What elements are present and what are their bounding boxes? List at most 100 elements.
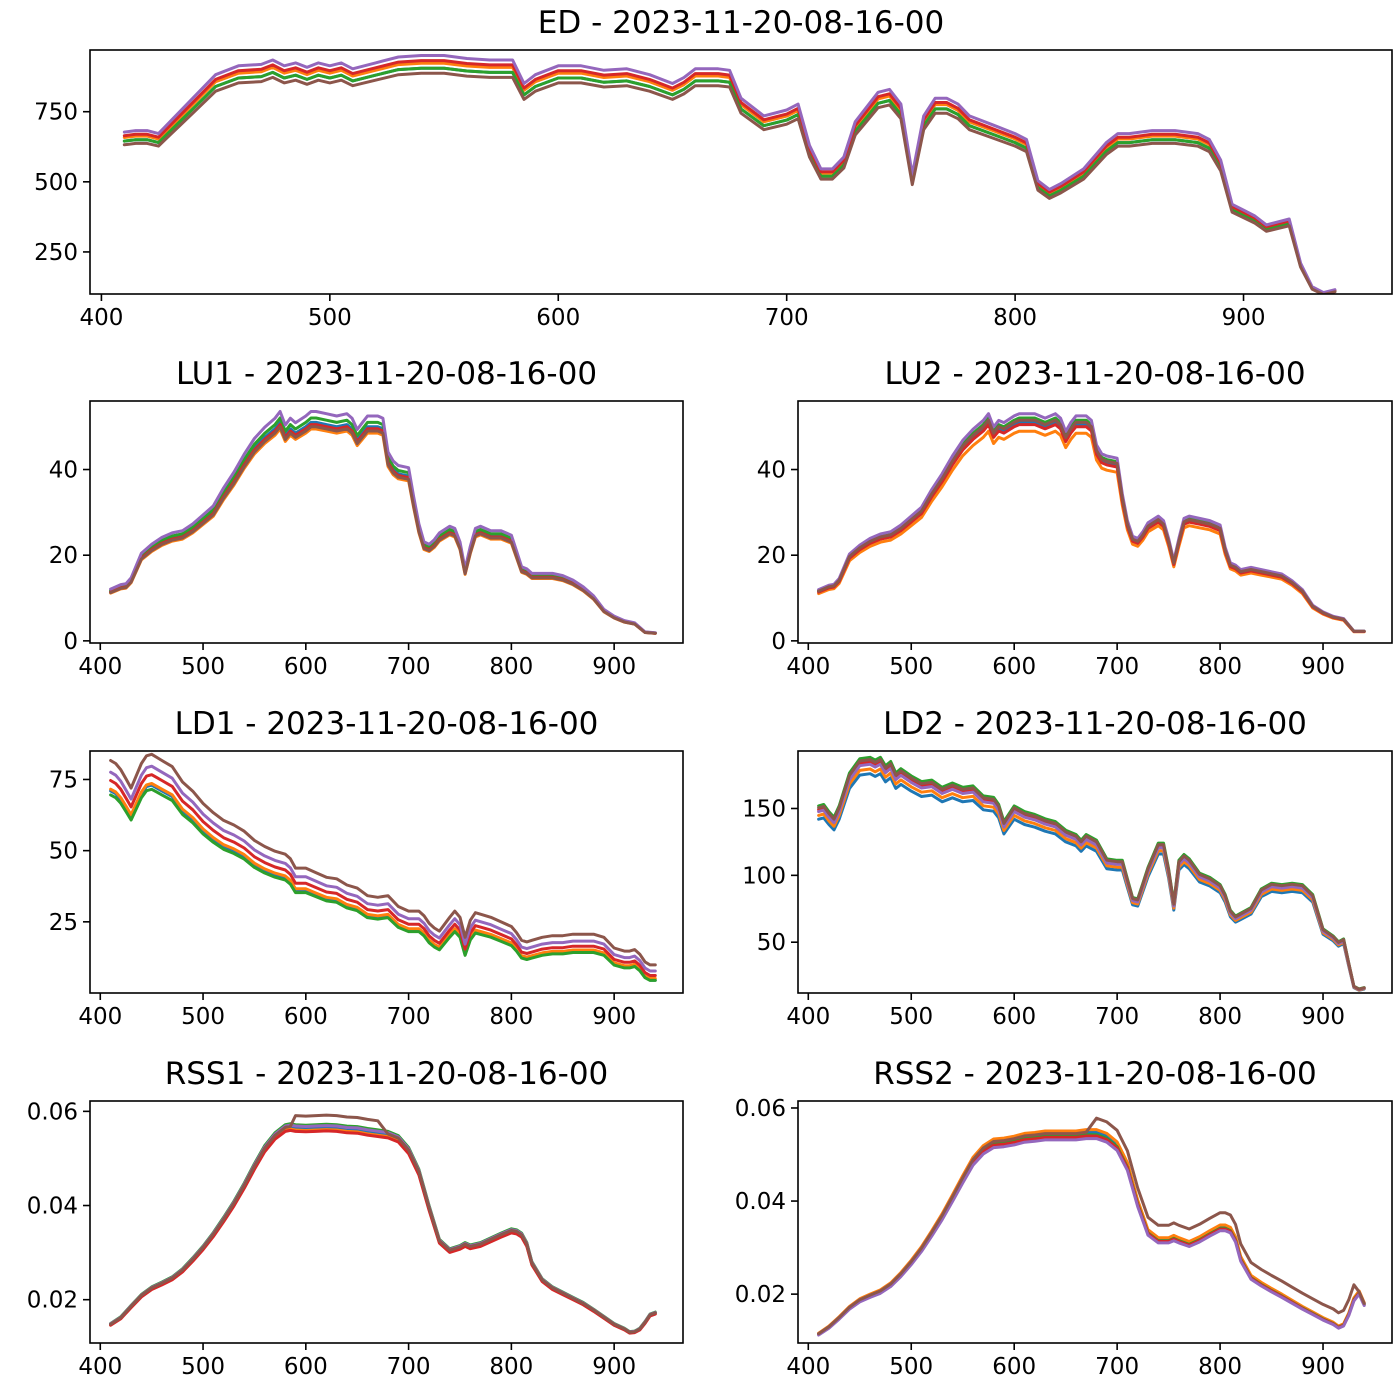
x-tick-label-lu1: 400 [78,654,122,680]
axes-frame-lu1 [89,400,684,644]
series-group-lu1 [109,410,657,635]
series-line-rss1-2 [109,1127,657,1335]
series-line-ld2-2 [817,767,1366,992]
axes-frame-ld1 [89,750,684,994]
series-group-rss2 [817,1116,1366,1337]
x-tick-label-ld1: 900 [592,1004,636,1030]
x-tick-label-ld1: 800 [489,1004,533,1030]
series-line-ld2-3 [817,755,1366,991]
x-tick-label-lu1: 500 [181,654,225,680]
axes-frame-ed [89,49,1393,295]
x-tick-label-lu1: 900 [592,654,636,680]
x-tick-label-rss2: 800 [1198,1354,1242,1380]
x-tick-label-ld1: 700 [387,1004,431,1030]
y-tick-label-ld2: 50 [757,930,786,956]
y-tick-label-ld2: 150 [742,796,786,822]
y-tick-label-lu1: 0 [63,629,78,655]
panel-title-rss1: RSS1 - 2023-11-20-08-16-00 [165,1056,609,1092]
x-tick-label-rss2: 600 [992,1354,1036,1380]
x-tick-label-lu2: 500 [889,654,933,680]
y-tick-label-rss1: 0.02 [27,1288,78,1314]
y-tick-label-lu1: 20 [49,543,78,569]
series-line-ld1-4 [109,773,657,977]
axes-frame-rss1 [89,1100,684,1344]
y-tick-label-rss2: 0.04 [735,1189,786,1215]
series-line-rss1-4 [109,1128,657,1335]
y-tick-label-rss1: 0.04 [27,1194,78,1220]
x-tick-label-ld2: 900 [1301,1004,1345,1030]
x-tick-label-lu1: 600 [284,654,328,680]
x-tick-label-ld2: 700 [1095,1004,1139,1030]
series-line-lu1-5 [109,410,657,635]
x-tick-label-ld1: 600 [284,1004,328,1030]
x-tick-label-ld2: 500 [889,1004,933,1030]
panel-title-ed: ED - 2023-11-20-08-16-00 [538,5,944,41]
y-tick-label-rss2: 0.06 [735,1096,786,1122]
x-tick-label-rss2: 500 [889,1354,933,1380]
y-tick-label-ed: 750 [34,100,78,126]
series-line-rss1-6 [109,1113,657,1334]
x-tick-label-rss2: 400 [786,1354,830,1380]
series-line-lu1-3 [109,416,657,635]
y-tick-label-ed: 250 [34,240,78,266]
series-line-rss2-2 [817,1128,1366,1335]
x-tick-label-ld2: 400 [786,1004,830,1030]
x-tick-label-rss2: 700 [1095,1354,1139,1380]
x-tick-label-rss1: 700 [387,1354,431,1380]
x-tick-label-lu2: 600 [992,654,1036,680]
panel-title-lu1: LU1 - 2023-11-20-08-16-00 [176,356,597,392]
series-line-ld1-3 [109,787,657,982]
x-tick-label-ed: 400 [79,305,123,331]
x-tick-label-rss1: 400 [78,1354,122,1380]
y-tick-label-ed: 500 [34,170,78,196]
x-tick-label-lu2: 700 [1095,654,1139,680]
series-line-ld2-1 [817,772,1366,992]
y-tick-label-rss1: 0.06 [27,1099,78,1125]
x-tick-label-ed: 700 [765,305,809,331]
y-tick-label-rss2: 0.02 [735,1282,786,1308]
x-tick-label-lu2: 800 [1198,654,1242,680]
x-tick-label-rss2: 900 [1301,1354,1345,1380]
series-line-rss2-1 [817,1130,1366,1336]
series-line-ed-5 [122,54,1337,294]
axes-frame-rss2 [797,1100,1393,1344]
panel-title-lu2: LU2 - 2023-11-20-08-16-00 [884,356,1305,392]
x-tick-label-lu2: 900 [1301,654,1345,680]
series-group-ld1 [109,752,657,982]
series-group-lu2 [817,412,1366,634]
x-tick-label-ed: 800 [993,305,1037,331]
y-tick-label-lu2: 40 [757,458,786,484]
series-group-ed [122,54,1337,294]
panel-ld1: LD1 - 2023-11-20-08-16-00 400 500 600 700 800… [49,706,684,1030]
series-line-rss2-4 [817,1134,1366,1336]
y-tick-label-lu2: 0 [771,629,786,655]
series-line-ed-4 [122,59,1337,294]
x-tick-label-lu1: 800 [489,654,533,680]
series-line-lu2-5 [817,412,1366,633]
panel-rss1: RSS1 - 2023-11-20-08-16-00 400 500 600 700 80… [27,1056,684,1380]
x-tick-label-ed: 900 [1222,305,1266,331]
series-line-rss2-3 [817,1133,1366,1336]
x-tick-label-ld1: 400 [78,1004,122,1030]
x-tick-label-rss1: 500 [181,1354,225,1380]
axes-frame-ld2 [797,750,1393,994]
x-tick-label-ed: 600 [536,305,580,331]
series-line-ld1-6 [109,752,657,967]
series-line-ed-2 [122,61,1337,294]
y-tick-label-ld2: 100 [742,863,786,889]
panel-title-ld1: LD1 - 2023-11-20-08-16-00 [175,706,599,742]
y-tick-label-ld1: 75 [49,767,78,793]
series-line-ed-6 [122,71,1337,294]
y-tick-label-lu1: 40 [49,458,78,484]
x-tick-label-lu1: 700 [387,654,431,680]
series-line-lu2-2 [817,429,1366,634]
panel-rss2: RSS2 - 2023-11-20-08-16-00 400 500 600 700 80… [735,1056,1393,1380]
series-line-lu2-6 [817,418,1366,633]
panel-title-rss2: RSS2 - 2023-11-20-08-16-00 [873,1056,1317,1092]
y-tick-label-ld1: 50 [49,839,78,865]
series-group-rss1 [109,1113,657,1335]
series-line-ld1-2 [109,782,657,980]
series-line-lu1-6 [109,425,657,635]
